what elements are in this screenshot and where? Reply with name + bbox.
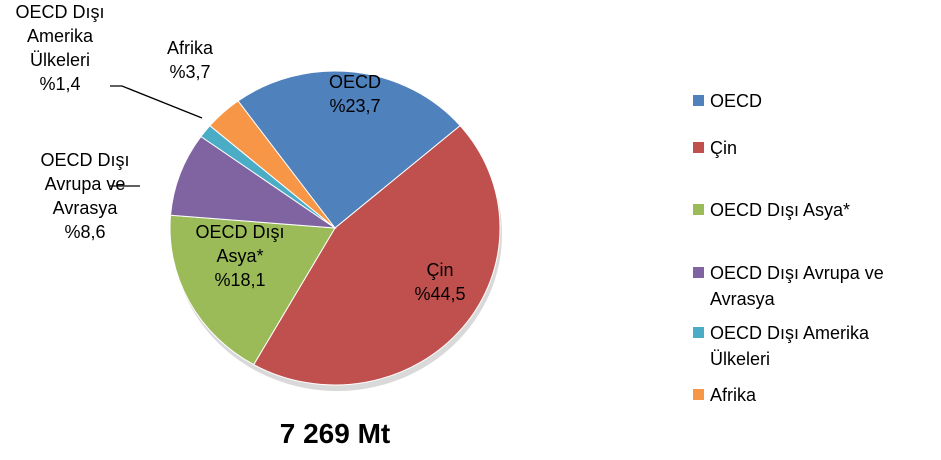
slice-label-name: Çin (426, 260, 454, 280)
legend-swatch (693, 95, 704, 106)
slice-label: Afrika %3,7 (140, 36, 240, 84)
legend-label: OECD Dışı Asya* (710, 200, 851, 220)
slice-label-value: %23,7 (329, 96, 381, 116)
slice-label-name: OECD (328, 72, 381, 92)
pie-slice (169, 214, 336, 366)
slice-label-value: %18,1 (214, 270, 266, 290)
slice-label-value: %3,7 (169, 62, 211, 82)
legend-item: OECD Dışı Amerika Ülkeleri (693, 320, 933, 372)
legend-swatch (693, 327, 704, 338)
slice-label-value: %44,5 (414, 284, 466, 304)
legend-item: Çin (693, 135, 933, 161)
legend-label: OECD Dışı Amerika Ülkeleri (710, 323, 870, 369)
slice-label: Çin %44,5 (380, 258, 500, 306)
pie-slice (253, 124, 501, 386)
slice-label-value: %8,6 (64, 222, 106, 242)
slice-label-value: %1,4 (39, 74, 81, 94)
legend-item: Afrika (693, 382, 933, 408)
legend-swatch (693, 204, 704, 215)
slice-label: OECD Dışı Avrupa ve Avrasya %8,6 (25, 148, 145, 244)
legend-item: OECD (693, 88, 933, 114)
legend-item: OECD Dışı Avrupa ve Avrasya (693, 260, 933, 312)
legend-swatch (693, 142, 704, 153)
legend-label: OECD Dışı Avrupa ve Avrasya (710, 263, 884, 309)
pie-slice (209, 100, 336, 229)
legend-label: Afrika (710, 385, 757, 405)
legend-label: OECD (710, 91, 763, 111)
slice-label: OECD Dışı Amerika Ülkeleri %1,4 (5, 0, 115, 96)
slice-label-name: OECD Dışı Asya* (195, 222, 285, 266)
pie-slice (170, 135, 337, 229)
legend-swatch (693, 267, 704, 278)
total-label: 7 269 Mt (279, 418, 391, 449)
legend-item: OECD Dışı Asya* (693, 197, 933, 223)
slice-label-name: OECD Dışı Avrupa ve Avrasya (40, 150, 130, 218)
legend-label: Çin (710, 138, 738, 158)
slice-label-name: Afrika (166, 38, 213, 58)
slice-label-name: OECD Dışı Amerika Ülkeleri (15, 2, 105, 70)
leader-line (110, 85, 203, 119)
slice-label: OECD %23,7 (295, 70, 415, 118)
slice-label: OECD Dışı Asya* %18,1 (185, 220, 295, 292)
legend-swatch (693, 389, 704, 400)
pie-slice (237, 70, 461, 229)
